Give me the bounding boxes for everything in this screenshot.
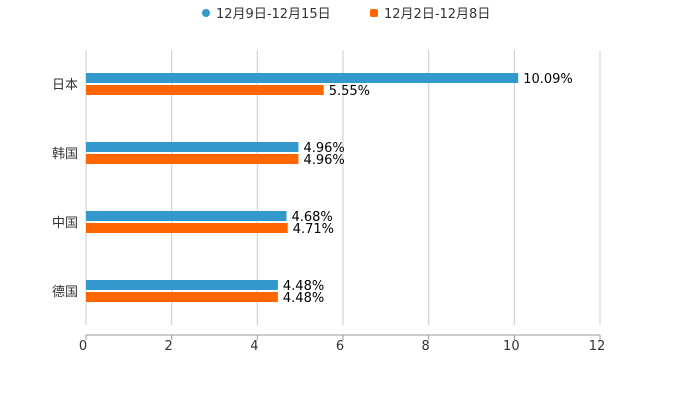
data-label: 4.96%	[303, 141, 344, 156]
legend-label: 12月9日-12月15日	[216, 7, 331, 22]
data-label: 5.55%	[329, 84, 370, 99]
data-label: 4.48%	[283, 291, 324, 306]
x-tick-label: 8	[422, 339, 430, 354]
category-label: 日本	[52, 78, 78, 93]
bar	[86, 280, 278, 290]
bar	[86, 73, 519, 83]
category-label: 中国	[52, 216, 78, 231]
bar	[86, 292, 278, 302]
x-tick-label: 4	[250, 339, 258, 354]
bar	[86, 85, 324, 95]
legend-marker	[370, 9, 378, 17]
data-label: 4.96%	[303, 153, 344, 168]
bar	[86, 142, 299, 152]
bar	[86, 211, 287, 221]
x-tick-label: 2	[165, 339, 173, 354]
legend-label: 12月2日-12月8日	[384, 7, 490, 22]
data-label: 4.48%	[283, 279, 324, 294]
bar	[86, 223, 288, 233]
data-label: 10.09%	[523, 72, 573, 87]
category-label: 德国	[52, 285, 78, 300]
data-label: 4.68%	[291, 210, 332, 225]
x-tick-label: 6	[336, 339, 344, 354]
x-tick-label: 0	[79, 339, 87, 354]
data-label: 4.71%	[293, 222, 334, 237]
bar	[86, 154, 299, 164]
x-tick-label: 12	[589, 339, 606, 354]
x-tick-label: 10	[503, 339, 520, 354]
legend-marker	[202, 9, 210, 17]
category-label: 韩国	[52, 147, 78, 162]
